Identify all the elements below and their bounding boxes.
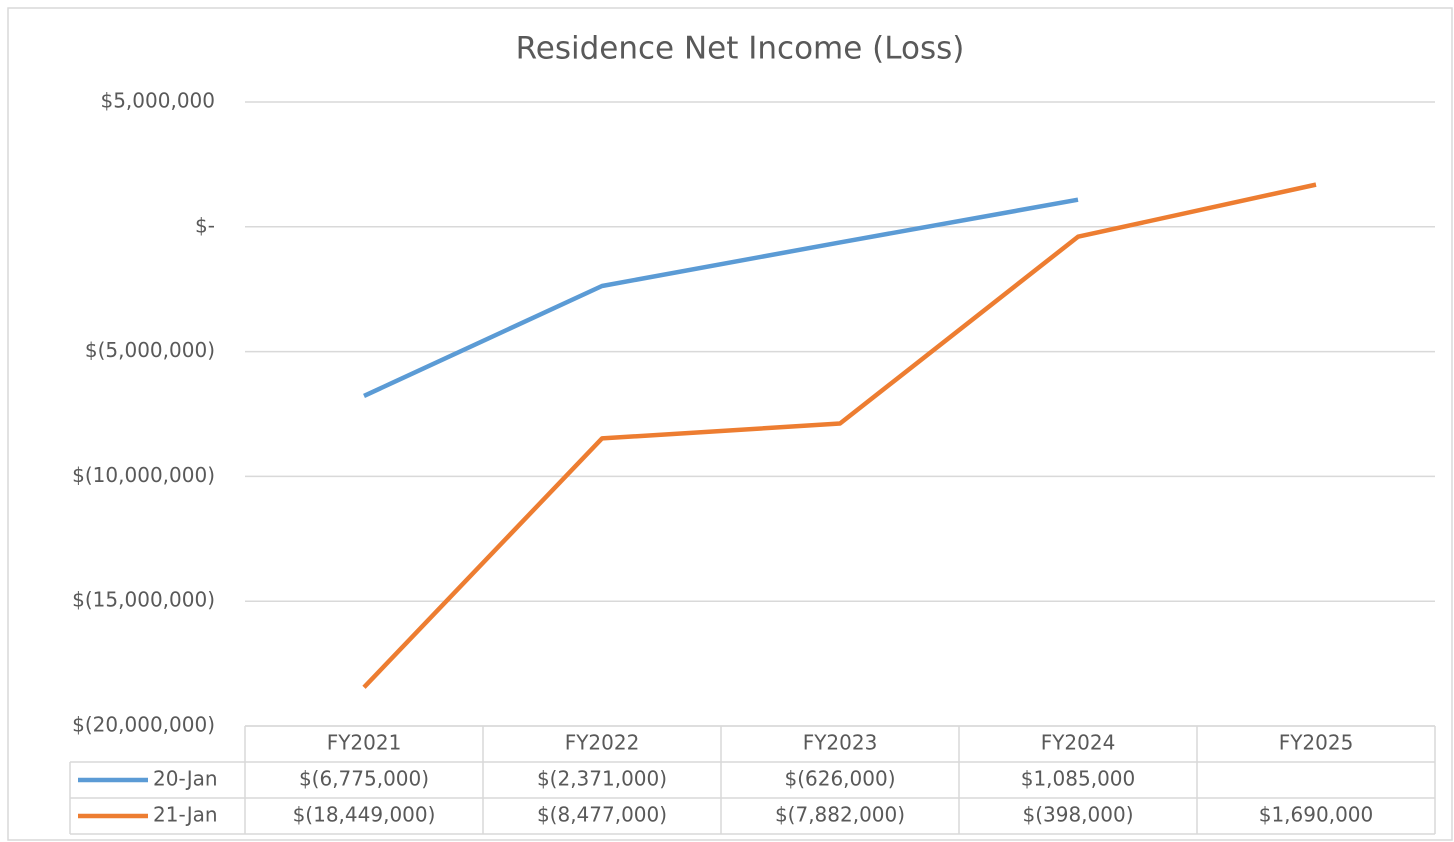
table-value: $(2,371,000) <box>537 767 667 791</box>
series-line <box>362 182 1317 689</box>
x-tick-label: FY2024 <box>1041 731 1116 755</box>
y-tick-label: $(5,000,000) <box>85 338 215 362</box>
y-tick-label: $(10,000,000) <box>72 463 215 487</box>
y-tick-label: $- <box>195 213 215 237</box>
legend-label: 20-Jan <box>153 767 218 791</box>
table-value: $1,085,000 <box>1021 767 1136 791</box>
table-value: $1,690,000 <box>1259 803 1374 827</box>
y-tick-label: $(15,000,000) <box>72 588 215 612</box>
table-value: $(18,449,000) <box>293 803 436 827</box>
x-tick-label: FY2023 <box>803 731 878 755</box>
series-line <box>363 197 1079 398</box>
table-value: $(7,882,000) <box>775 803 905 827</box>
table-value: $(8,477,000) <box>537 803 667 827</box>
table-value: $(626,000) <box>784 767 895 791</box>
chart-title: Residence Net Income (Loss) <box>516 31 965 67</box>
x-tick-label: FY2025 <box>1279 731 1354 755</box>
chart-frame <box>7 7 1453 841</box>
x-tick-label: FY2021 <box>327 731 402 755</box>
x-tick-label: FY2022 <box>565 731 640 755</box>
y-tick-label: $5,000,000 <box>100 89 215 113</box>
table-value: $(6,775,000) <box>299 767 429 791</box>
y-tick-label: $(20,000,000) <box>72 713 215 737</box>
table-value: $(398,000) <box>1022 803 1133 827</box>
legend-label: 21-Jan <box>153 803 218 827</box>
